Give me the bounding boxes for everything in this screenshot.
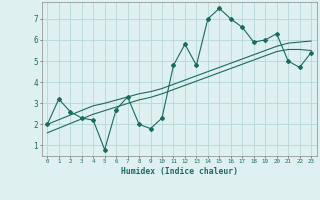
X-axis label: Humidex (Indice chaleur): Humidex (Indice chaleur) — [121, 167, 238, 176]
